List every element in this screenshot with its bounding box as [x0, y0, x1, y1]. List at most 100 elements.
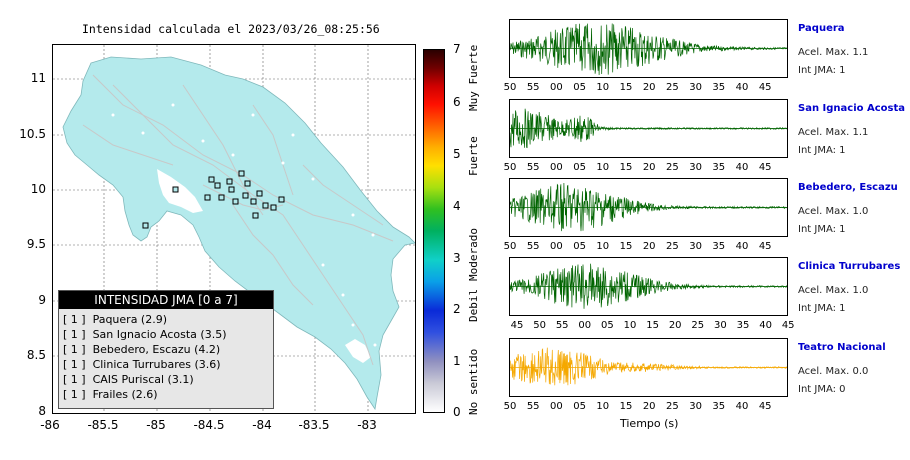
time-tick: 50: [503, 82, 517, 93]
time-tick: 05: [573, 241, 586, 252]
time-tick: 30: [689, 162, 702, 173]
time-tick: 25: [666, 82, 679, 93]
time-tick: 45: [510, 320, 524, 331]
time-tick: 55: [526, 82, 540, 93]
station-marker[interactable]: [228, 186, 235, 193]
seismogram-trace: [509, 99, 788, 158]
peak-acceleration: Acel. Max. 1.1: [798, 47, 869, 58]
x-tick: -85: [146, 418, 166, 432]
time-tick: 10: [596, 401, 610, 412]
station-markers: [142, 170, 285, 229]
time-tick: 20: [668, 320, 682, 331]
time-tick: 50: [503, 162, 517, 173]
station-marker[interactable]: [226, 178, 233, 185]
time-tick: 50: [503, 401, 517, 412]
time-tick: 00: [578, 320, 592, 331]
legend-row: [ 1 ] Bebedero, Escazu (4.2): [63, 343, 221, 356]
time-tick: 20: [642, 401, 656, 412]
time-tick: 25: [691, 320, 705, 331]
waveform-plot: [510, 182, 787, 232]
intensity-legend: INTENSIDAD JMA [0 a 7] [ 1 ] Paquera (2.…: [58, 290, 274, 409]
x-tick: -83: [357, 418, 377, 432]
station-marker[interactable]: [218, 194, 225, 201]
time-tick: 30: [689, 241, 702, 252]
station-marker[interactable]: [142, 222, 149, 229]
y-tick: 9.5: [26, 237, 46, 251]
time-tick: 40: [735, 401, 749, 412]
legend-row: [ 1 ] Frailes (2.6): [63, 388, 158, 401]
colorbar-tick: 3: [453, 251, 461, 265]
colorbar-tick: 0: [453, 405, 461, 419]
osa-gulf-water: [345, 339, 371, 363]
station-name: San Ignacio Acosta: [798, 103, 906, 114]
colorbar-label: Debil: [467, 288, 480, 322]
station-marker[interactable]: [238, 170, 245, 177]
seismogram-trace: [509, 257, 788, 316]
waveform-plot: [510, 347, 787, 386]
station-marker[interactable]: [250, 198, 257, 205]
time-tick: 50: [533, 320, 546, 331]
time-tick: 35: [712, 401, 726, 412]
station-marker[interactable]: [262, 202, 269, 209]
time-tick: 00: [550, 401, 563, 412]
waveform-line: [510, 108, 787, 149]
legend-row: [ 1 ] Clinica Turrubares (3.6): [63, 358, 221, 371]
time-tick: 35: [736, 320, 750, 331]
station-name: Bebedero, Escazu: [798, 182, 898, 193]
legend-row: [ 1 ] CAIS Puriscal (3.1): [63, 373, 194, 386]
colorbar-label: Muy Fuerte: [467, 44, 480, 111]
colorbar-label: No sentido: [467, 348, 480, 415]
colorbar-tick: 2: [453, 302, 461, 316]
station-marker[interactable]: [256, 190, 263, 197]
waveform-plot: [510, 108, 787, 149]
station-marker[interactable]: [208, 176, 215, 183]
time-tick: 45: [758, 82, 772, 93]
station-marker[interactable]: [270, 204, 277, 211]
time-tick: 05: [601, 320, 614, 331]
x-tick: -83.5: [298, 418, 330, 432]
time-tick: 20: [642, 241, 656, 252]
time-tick: 40: [735, 162, 749, 173]
station-marker[interactable]: [242, 192, 249, 199]
colorbar-label: Fuerte: [467, 136, 480, 176]
peak-acceleration: Acel. Max. 1.0: [798, 285, 869, 296]
x-tick: -84: [252, 418, 272, 432]
time-tick: 50: [503, 241, 517, 252]
jma-intensity: Int JMA: 1: [798, 303, 846, 314]
y-tick: 11: [30, 71, 46, 85]
colorbar-label: Moderado: [467, 228, 480, 281]
y-tick: 10: [30, 182, 46, 196]
time-tick: 40: [759, 320, 772, 331]
station-marker[interactable]: [252, 212, 259, 219]
time-tick: 55: [526, 241, 540, 252]
time-tick: 40: [735, 82, 749, 93]
seismogram-trace: [509, 19, 788, 78]
station-marker[interactable]: [244, 180, 251, 187]
x-tick: -86: [40, 418, 60, 432]
time-tick: 15: [619, 241, 633, 252]
time-tick: 00: [550, 82, 563, 93]
jma-intensity: Int JMA: 1: [798, 224, 846, 235]
seismogram-trace: [509, 178, 788, 237]
colorbar-tick: 5: [453, 147, 461, 161]
jma-intensity: Int JMA: 1: [798, 145, 846, 156]
road-network: [82, 74, 394, 366]
legend-row: [ 1 ] Paquera (2.9): [63, 313, 168, 326]
station-marker[interactable]: [204, 194, 211, 201]
time-tick: 10: [596, 162, 610, 173]
time-tick: 55: [526, 162, 540, 173]
station-marker[interactable]: [232, 198, 239, 205]
station-marker[interactable]: [214, 182, 221, 189]
time-tick: 15: [619, 82, 633, 93]
station-name: Paquera: [798, 23, 845, 34]
time-tick: 15: [619, 162, 633, 173]
colorbar-tick: 6: [453, 95, 461, 109]
station-marker[interactable]: [278, 196, 285, 203]
waveform-plot: [510, 263, 787, 309]
legend-header: INTENSIDAD JMA [0 a 7]: [59, 291, 273, 309]
y-tick: 8: [38, 404, 46, 418]
station-marker[interactable]: [172, 186, 179, 193]
time-tick: 20: [642, 162, 656, 173]
time-tick: 30: [689, 401, 702, 412]
time-tick: 35: [712, 241, 726, 252]
